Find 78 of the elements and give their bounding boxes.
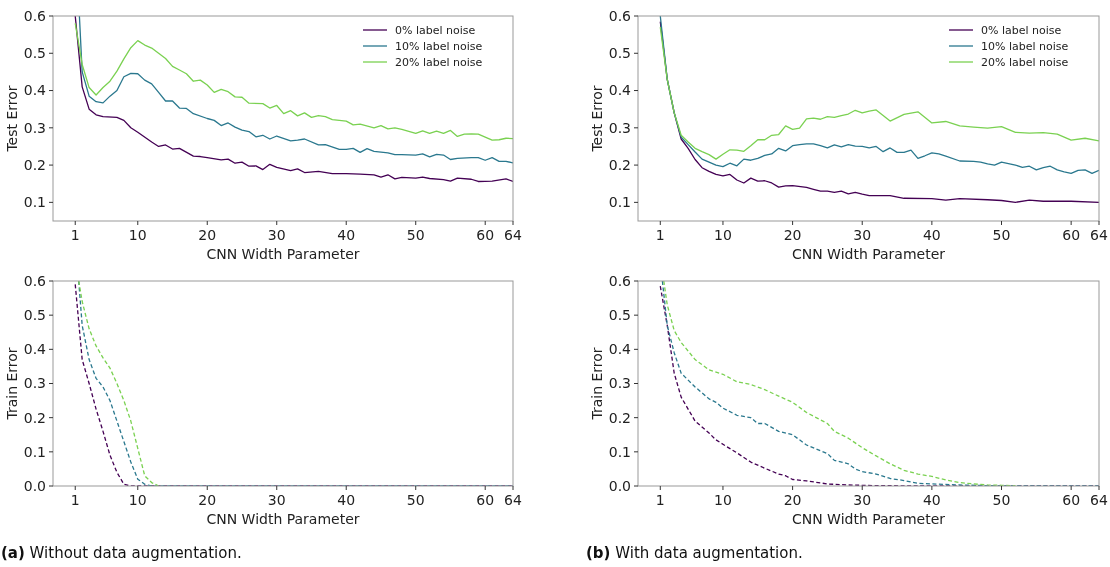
x-tick-label: 64 xyxy=(1090,227,1108,243)
x-tick-label: 60 xyxy=(1062,492,1081,508)
x-tick-label: 60 xyxy=(476,227,495,243)
x-tick-label: 50 xyxy=(992,492,1011,508)
y-axis-title: Train Error xyxy=(4,347,20,421)
x-axis-title: CNN Width Parameter xyxy=(206,511,360,527)
x-tick-label: 64 xyxy=(1090,492,1108,508)
y-tick-label: 0.3 xyxy=(23,119,46,136)
line-series xyxy=(659,16,1099,174)
x-tick-label: 1 xyxy=(655,227,665,243)
x-tick-label: 60 xyxy=(1062,227,1081,243)
y-tick-label: 0.0 xyxy=(608,477,631,494)
y-tick-label: 0.4 xyxy=(23,82,47,99)
y-tick-label: 0.1 xyxy=(23,194,46,211)
line-series xyxy=(659,26,1099,160)
y-tick-label: 0.2 xyxy=(608,409,631,426)
x-tick-label: 64 xyxy=(504,227,522,243)
x-tick-label: 60 xyxy=(476,492,495,508)
line-series xyxy=(74,22,513,141)
y-tick-label: 0.6 xyxy=(608,7,632,24)
x-tick-label: 1 xyxy=(70,227,80,243)
x-axis-title: CNN Width Parameter xyxy=(791,511,946,527)
x-tick-label: 64 xyxy=(504,492,522,508)
text: (a) Without data augmentation. xyxy=(1,544,242,562)
line-series xyxy=(78,281,160,486)
x-tick-label: 50 xyxy=(406,492,425,508)
legend-label: 0% label noise xyxy=(395,23,476,37)
x-tick-label: 20 xyxy=(198,227,217,243)
y-tick-label: 0.5 xyxy=(23,45,46,62)
x-tick-label: 30 xyxy=(267,227,286,243)
y-tick-label: 0.4 xyxy=(608,82,632,99)
y-tick-label: 0.3 xyxy=(23,375,46,392)
x-tick-label: 40 xyxy=(922,227,941,243)
legend-label: 0% label noise xyxy=(981,23,1062,37)
legend-label: 10% label noise xyxy=(395,39,483,53)
x-tick-label: 1 xyxy=(655,492,665,508)
text: (b) With data augmentation. xyxy=(586,544,803,562)
legend-label: 10% label noise xyxy=(981,39,1069,53)
x-tick-label: 1 xyxy=(70,492,80,508)
y-tick-label: 0.6 xyxy=(23,7,47,24)
y-axis-title: Test Error xyxy=(589,85,605,153)
legend-label: 20% label noise xyxy=(981,55,1069,69)
x-tick-label: 40 xyxy=(337,492,356,508)
x-axis-title: CNN Width Parameter xyxy=(791,246,946,262)
y-axis-title: Test Error xyxy=(4,85,20,153)
x-tick-label: 50 xyxy=(406,227,425,243)
y-tick-label: 0.5 xyxy=(608,45,631,62)
x-tick-label: 10 xyxy=(714,227,732,243)
x-axis-title: CNN Width Parameter xyxy=(206,246,360,262)
x-tick-label: 20 xyxy=(783,492,802,508)
y-tick-label: 0.6 xyxy=(23,272,47,289)
x-tick-label: 30 xyxy=(853,492,872,508)
y-axis-title: Train Error xyxy=(589,347,605,421)
x-tick-label: 10 xyxy=(714,492,732,508)
y-tick-label: 0.5 xyxy=(608,307,631,324)
y-tick-label: 0.2 xyxy=(23,156,46,173)
x-tick-label: 10 xyxy=(128,227,147,243)
x-tick-label: 20 xyxy=(198,492,217,508)
y-tick-label: 0.4 xyxy=(23,341,47,358)
y-tick-label: 0.3 xyxy=(608,375,631,392)
y-tick-label: 0.6 xyxy=(608,272,632,289)
x-tick-label: 20 xyxy=(783,227,802,243)
y-tick-label: 0.3 xyxy=(608,119,631,136)
y-tick-label: 0.1 xyxy=(608,443,631,460)
x-tick-label: 40 xyxy=(922,492,941,508)
x-tick-label: 50 xyxy=(992,227,1011,243)
x-tick-label: 30 xyxy=(853,227,872,243)
y-tick-label: 0.1 xyxy=(608,194,631,211)
y-tick-label: 0.4 xyxy=(608,341,632,358)
x-tick-label: 10 xyxy=(128,492,147,508)
y-tick-label: 0.1 xyxy=(23,443,46,460)
x-tick-label: 30 xyxy=(267,492,286,508)
y-tick-label: 0.0 xyxy=(23,477,46,494)
y-tick-label: 0.5 xyxy=(23,307,46,324)
x-tick-label: 40 xyxy=(337,227,356,243)
legend-label: 20% label noise xyxy=(395,55,483,69)
y-tick-label: 0.2 xyxy=(608,156,631,173)
y-tick-label: 0.2 xyxy=(23,409,46,426)
